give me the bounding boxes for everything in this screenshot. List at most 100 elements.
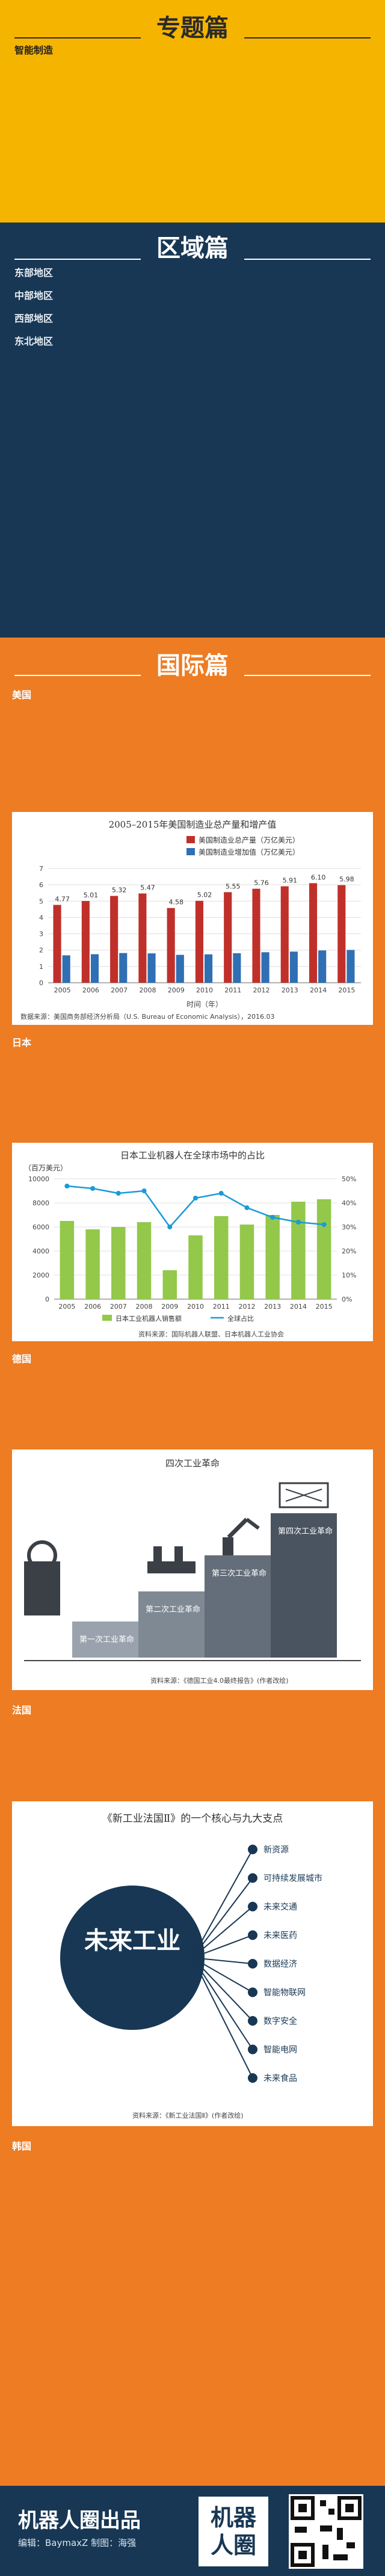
connector-line xyxy=(192,1877,253,1958)
connector-line xyxy=(192,1957,253,1964)
value-label: 5.32 xyxy=(112,887,127,894)
bar xyxy=(280,886,289,983)
share-point xyxy=(193,1196,198,1200)
bar xyxy=(85,1229,100,1299)
bar xyxy=(309,883,318,983)
y-tick-label: 1 xyxy=(39,963,43,971)
region-section: 区域篇 东部地区 中部地区 西部地区 东北地区 xyxy=(0,223,385,638)
japan-chart-card: 日本工业机器人在全球市场中的占比 （百万美元） 0 2000 4000 6000 8000… xyxy=(12,1143,373,1341)
y-tick-label: 2000 xyxy=(32,1271,49,1279)
bar xyxy=(110,896,119,983)
pillar-dot xyxy=(248,1930,257,1940)
usa-chart-title: 2005–2015年美国制造业总产量和增产值 xyxy=(108,819,277,830)
pillar-label: 数据经济 xyxy=(263,1960,297,1969)
x-tick-label: 2008 xyxy=(136,1303,153,1311)
japan-chart-title: 日本工业机器人在全球市场中的占比 xyxy=(120,1150,265,1161)
bar xyxy=(147,953,156,983)
x-axis-label: 时间（年） xyxy=(186,1000,223,1009)
qr-code[interactable] xyxy=(289,2494,363,2569)
pillar-dot xyxy=(248,1873,257,1883)
bar xyxy=(176,954,184,983)
region-east-heading: 东部地区 xyxy=(14,267,54,278)
topic-title: 专题篇 xyxy=(156,14,229,42)
core-label: 未来工业 xyxy=(84,1927,180,1955)
x-tick-label: 2015 xyxy=(338,986,355,994)
bar xyxy=(137,1222,152,1299)
pillar-label: 智能物联网 xyxy=(263,1988,306,1998)
france-figure-source: 资料来源：《新工业法国Ⅱ》(作者改绘) xyxy=(132,2112,244,2120)
pillar-dot xyxy=(248,2044,257,2055)
share-point xyxy=(167,1225,173,1229)
bar xyxy=(214,1216,229,1299)
title-rule-right xyxy=(244,37,371,38)
share-point xyxy=(270,1215,276,1220)
pillar-dot xyxy=(248,1987,257,1997)
korea-heading: 韩国 xyxy=(12,2141,32,2152)
title-rule-left xyxy=(14,37,141,38)
bar xyxy=(167,908,175,983)
value-label: 4.77 xyxy=(55,896,70,903)
x-tick-label: 2014 xyxy=(310,986,327,994)
bar xyxy=(337,885,346,983)
y-tick-label: 2 xyxy=(39,947,43,954)
germany-heading: 德国 xyxy=(12,1353,32,1365)
region-northeast-heading: 东北地区 xyxy=(14,336,54,347)
connector-line xyxy=(192,1957,253,1993)
loom-icon xyxy=(24,1540,60,1615)
core-circle xyxy=(60,1886,205,2030)
value-label: 5.02 xyxy=(197,891,212,899)
footer: 机器人圈出品 编辑：BaymaxZ 制图：海强 机器 人圈 xyxy=(0,2486,385,2576)
logo-line: 人圈 xyxy=(210,2532,256,2559)
share-point xyxy=(64,1184,70,1188)
stage-label: 第三次工业革命 xyxy=(212,1569,266,1578)
y2-tick-label: 0% xyxy=(342,1296,352,1303)
legend-swatch xyxy=(102,1315,112,1321)
brand-logo: 机器 人圈 xyxy=(199,2497,268,2566)
y-tick-label: 0 xyxy=(45,1296,49,1303)
bar xyxy=(318,950,327,983)
legend-label: 全球占比 xyxy=(227,1314,254,1323)
bar xyxy=(239,1225,254,1299)
legend-swatch xyxy=(186,836,195,843)
x-tick-label: 2013 xyxy=(264,1303,281,1311)
value-label: 6.10 xyxy=(311,873,326,881)
pillar-dot xyxy=(248,1902,257,1911)
y-axis-label: （百万美元） xyxy=(24,1164,67,1172)
x-tick-label: 2005 xyxy=(54,986,71,994)
value-label: 5.91 xyxy=(283,877,298,885)
germany-figure-card: 四次工业革命 xyxy=(12,1449,373,1690)
value-label: 4.58 xyxy=(168,899,183,906)
y-tick-label: 3 xyxy=(39,930,43,938)
value-label: 5.98 xyxy=(339,876,354,884)
value-label: 5.47 xyxy=(140,884,155,892)
japan-heading: 日本 xyxy=(12,1037,32,1048)
topic-subhead: 智能制造 xyxy=(14,45,54,56)
y2-tick-label: 40% xyxy=(342,1199,356,1207)
share-point xyxy=(141,1188,147,1193)
intl-title: 国际篇 xyxy=(156,651,229,680)
bar xyxy=(224,892,232,983)
bar xyxy=(195,900,203,983)
share-line xyxy=(67,1185,324,1229)
y-tick-label: 5 xyxy=(39,897,43,905)
x-tick-label: 2006 xyxy=(84,1303,101,1311)
x-tick-label: 2014 xyxy=(290,1303,307,1311)
france-figure-card: 《新工业法国Ⅱ》的一个核心与九大支点 未来工业 新资源 可持续发展城市 未来交通 未来… xyxy=(12,1801,373,2126)
bar xyxy=(316,1199,331,1299)
title-rule-left xyxy=(14,675,141,676)
x-tick-label: 2013 xyxy=(282,986,298,994)
title-rule-right xyxy=(244,675,371,676)
x-tick-label: 2006 xyxy=(82,986,99,994)
connector-line xyxy=(192,1957,253,2079)
pillar-dot xyxy=(248,2073,257,2083)
stage-label: 第四次工业革命 xyxy=(278,1526,333,1536)
pillar-dot xyxy=(248,1845,257,1854)
y2-tick-label: 20% xyxy=(342,1247,356,1255)
robot-arm-icon xyxy=(223,1517,260,1555)
connector-line xyxy=(192,1934,253,1958)
bar xyxy=(265,1215,280,1299)
y2-tick-label: 10% xyxy=(342,1271,356,1279)
topic-section: 专题篇 智能制造 xyxy=(0,0,385,223)
topic-body: 智能制造 xyxy=(14,42,371,60)
stage-label: 第二次工业革命 xyxy=(146,1605,200,1614)
